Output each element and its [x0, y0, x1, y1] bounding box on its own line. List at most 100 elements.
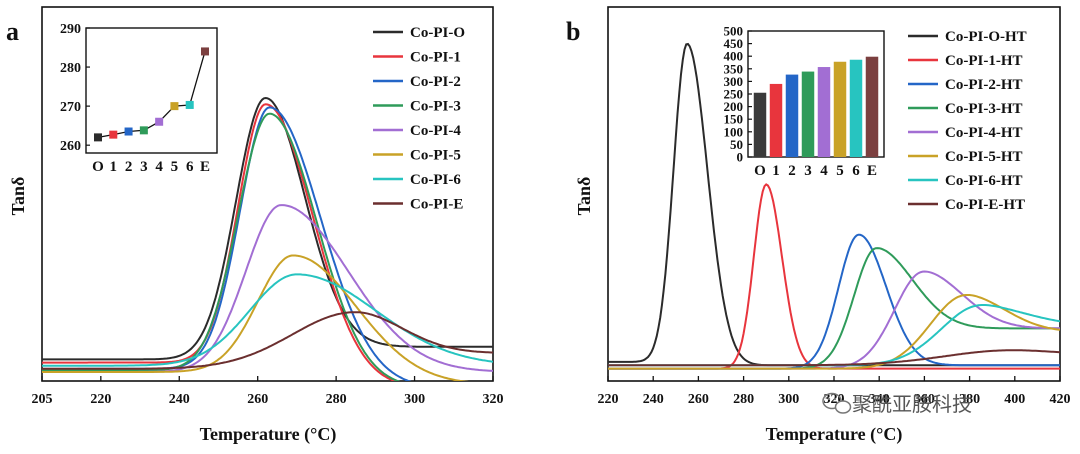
panel-a-label: a: [6, 17, 19, 46]
legend-label: Co-PI-5-HT: [945, 149, 1023, 165]
inset-y-tick-label: 200: [724, 99, 744, 114]
legend-label: Co-PI-4-HT: [945, 125, 1023, 141]
x-tick-label: 420: [1050, 392, 1071, 407]
inset-point-4: [155, 117, 164, 126]
inset-bar-6: [849, 59, 863, 158]
legend-label: Co-PI-5: [410, 148, 461, 164]
inset-y-tick-label: 250: [724, 87, 744, 102]
inset-bar-o: [753, 92, 767, 157]
inset-bar-5: [833, 61, 847, 157]
inset-point-o: [94, 133, 102, 142]
legend-label: Co-PI-O: [410, 25, 465, 41]
x-tick-label: 260: [247, 392, 268, 407]
x-tick-label: 280: [326, 392, 347, 407]
watermark: 聚酰亚胺科技: [822, 392, 972, 416]
panel-b-label: b: [566, 17, 580, 46]
panel-a-y-label: Tanδ: [8, 177, 28, 216]
series-line-co-pi-o: [42, 96, 493, 361]
x-tick-label: 240: [169, 392, 190, 407]
legend-label: Co-PI-6: [410, 172, 461, 188]
inset-x-tick-label: 3: [140, 159, 148, 175]
panel-a: 205 220 240 260 280 300 320 Temperature (°C) T…: [8, 6, 504, 445]
legend-label: Co-PI-E-HT: [945, 197, 1025, 213]
panel-a-x-label: Temperature (°C): [200, 424, 337, 445]
inset-x-tick-label: 5: [836, 163, 844, 179]
x-tick-label: 380: [959, 392, 980, 407]
inset-x-tick-label: O: [92, 159, 104, 175]
x-tick-label: 300: [778, 392, 799, 407]
inset-x-tick-label: E: [200, 159, 210, 175]
inset-point-3: [139, 126, 148, 135]
x-tick-label: 400: [1004, 392, 1025, 407]
series-line-co-pi-5: [42, 254, 469, 381]
series-line-co-pi-3: [42, 112, 401, 381]
inset-y-tick-label: 270: [60, 100, 81, 115]
x-tick-label: 260: [688, 392, 709, 407]
panel-a-legend: Co-PI-O Co-PI-1 Co-PI-2 Co-PI-3 Co-PI-4 Co-PI…: [373, 25, 465, 213]
series-line-co-pi-6: [42, 273, 493, 367]
inset-y-tick-label: 260: [60, 139, 81, 154]
inset-y-tick-label: 300: [724, 74, 744, 89]
panel-a-x-ticks: 205 220 240 260 280 300 320: [32, 376, 504, 407]
inset-bar-3: [801, 71, 815, 157]
x-tick-label: 300: [404, 392, 425, 407]
x-tick-label: 320: [483, 392, 504, 407]
inset-x-tick-label: 6: [186, 159, 194, 175]
legend-label: Co-PI-E: [410, 197, 463, 213]
inset-y-tick-label: 50: [730, 137, 743, 152]
inset-x-tick-label: 3: [804, 163, 812, 179]
panel-a-curves: [42, 96, 493, 381]
panel-b: 220 240 260 280 300 320 340 360 380 400 420 Temper…: [574, 6, 1071, 445]
inset-point-1: [109, 130, 118, 139]
inset-bar-4: [817, 67, 831, 157]
inset-x-tick-label: 2: [125, 159, 133, 175]
inset-bar-1: [769, 83, 783, 157]
inset-y-tick-label: 290: [60, 22, 81, 37]
x-tick-label: 220: [90, 392, 111, 407]
legend-label: Co-PI-1: [410, 50, 461, 66]
series-line-co-pi-e-ht: [608, 349, 1060, 367]
inset-y-tick-label: 280: [60, 61, 81, 76]
panel-a-inset-frame: [85, 27, 218, 154]
series-line-co-pi-5-ht: [608, 294, 1060, 370]
x-tick-label: 205: [32, 392, 53, 407]
inset-point-2: [124, 127, 133, 136]
watermark-text: 聚酰亚胺科技: [852, 392, 972, 416]
inset-point-e: [201, 47, 209, 56]
panel-b-x-label: Temperature (°C): [766, 424, 903, 445]
legend-label: Co-PI-O-HT: [945, 29, 1027, 45]
legend-label: Co-PI-4: [410, 123, 461, 139]
inset-y-tick-label: 350: [724, 61, 744, 76]
panel-b-inset-frame: [747, 30, 885, 158]
inset-x-tick-label: 2: [788, 163, 796, 179]
inset-x-tick-label: 4: [155, 159, 163, 175]
inset-x-tick-label: 4: [820, 163, 828, 179]
inset-y-tick-label: 450: [724, 36, 744, 51]
inset-bar-2: [785, 74, 799, 157]
inset-bar-e: [865, 56, 879, 158]
inset-x-tick-label: 6: [852, 163, 860, 179]
wechat-icon: [822, 392, 852, 414]
x-tick-label: 280: [733, 392, 754, 407]
x-tick-label: 240: [643, 392, 664, 407]
legend-label: Co-PI-3: [410, 99, 461, 115]
panel-b-legend: Co-PI-O-HT Co-PI-1-HT Co-PI-2-HT Co-PI-3-HT…: [908, 29, 1027, 213]
inset-y-tick-label: 150: [724, 112, 744, 127]
inset-y-tick-label: 500: [724, 24, 744, 39]
panel-a-inset-y-ticks: 260 270 280 290: [60, 22, 90, 154]
inset-x-tick-label: O: [754, 163, 766, 179]
inset-y-tick-label: 0: [737, 150, 744, 165]
panel-a-inset-marks: [94, 47, 209, 142]
inset-y-tick-label: 400: [724, 49, 744, 64]
x-tick-label: 360: [914, 392, 935, 407]
x-tick-label: 340: [869, 392, 890, 407]
inset-x-tick-label: 5: [171, 159, 179, 175]
inset-point-5: [170, 102, 179, 111]
x-tick-label: 220: [598, 392, 619, 407]
